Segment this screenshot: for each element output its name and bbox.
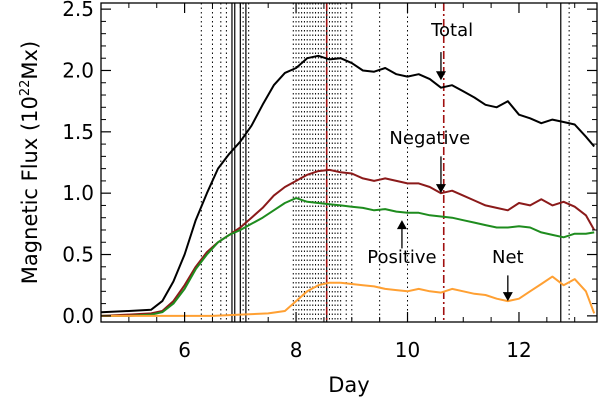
y-axis-title-exponent: 22 [18, 80, 33, 97]
annotation-net-arrow-head [502, 292, 513, 302]
series-line-net [101, 275, 596, 317]
series-line-total [100, 54, 595, 314]
y-axis-title: Magnetic Flux (1022Mx) [18, 41, 42, 284]
x-tick-label: 6 [178, 338, 191, 362]
annotation-net-label: Net [492, 247, 524, 268]
x-tick-label: 10 [395, 338, 420, 362]
y-tick-label: 0.0 [62, 304, 94, 328]
x-axis-title: Day [328, 373, 369, 397]
annotation-negative-arrow-head [435, 184, 446, 194]
event-lines [200, 3, 570, 322]
series-line-negative [100, 168, 596, 317]
y-axis-title-main: Magnetic Flux (10 [18, 96, 42, 284]
y-tick-label: 2.0 [62, 58, 94, 82]
annotation-negative-label: Negative [389, 128, 470, 149]
annotation-total-label: Total [430, 20, 473, 41]
annotation-positive-arrow-head [396, 220, 407, 230]
y-tick-label: 1.0 [62, 181, 94, 205]
series-lines [100, 54, 596, 317]
axis-ticks [101, 3, 597, 322]
x-tick-label: 8 [290, 338, 303, 362]
y-tick-label: 2.5 [62, 0, 94, 21]
y-tick-label: 1.5 [62, 120, 94, 144]
tick-labels: 6 8 10 12 0.0 0.5 1.0 1.5 2.0 2.5 [62, 0, 532, 362]
annotation-positive-label: Positive [367, 247, 436, 268]
plot-frame [100, 2, 598, 323]
series-line-positive [101, 197, 595, 317]
annotations: Total Negative Positive Net [367, 20, 524, 302]
x-tick-label: 12 [506, 338, 531, 362]
annotation-total-arrow-head [435, 71, 446, 81]
y-axis-title-unit: Mx) [18, 41, 42, 80]
y-tick-label: 0.5 [62, 243, 94, 267]
